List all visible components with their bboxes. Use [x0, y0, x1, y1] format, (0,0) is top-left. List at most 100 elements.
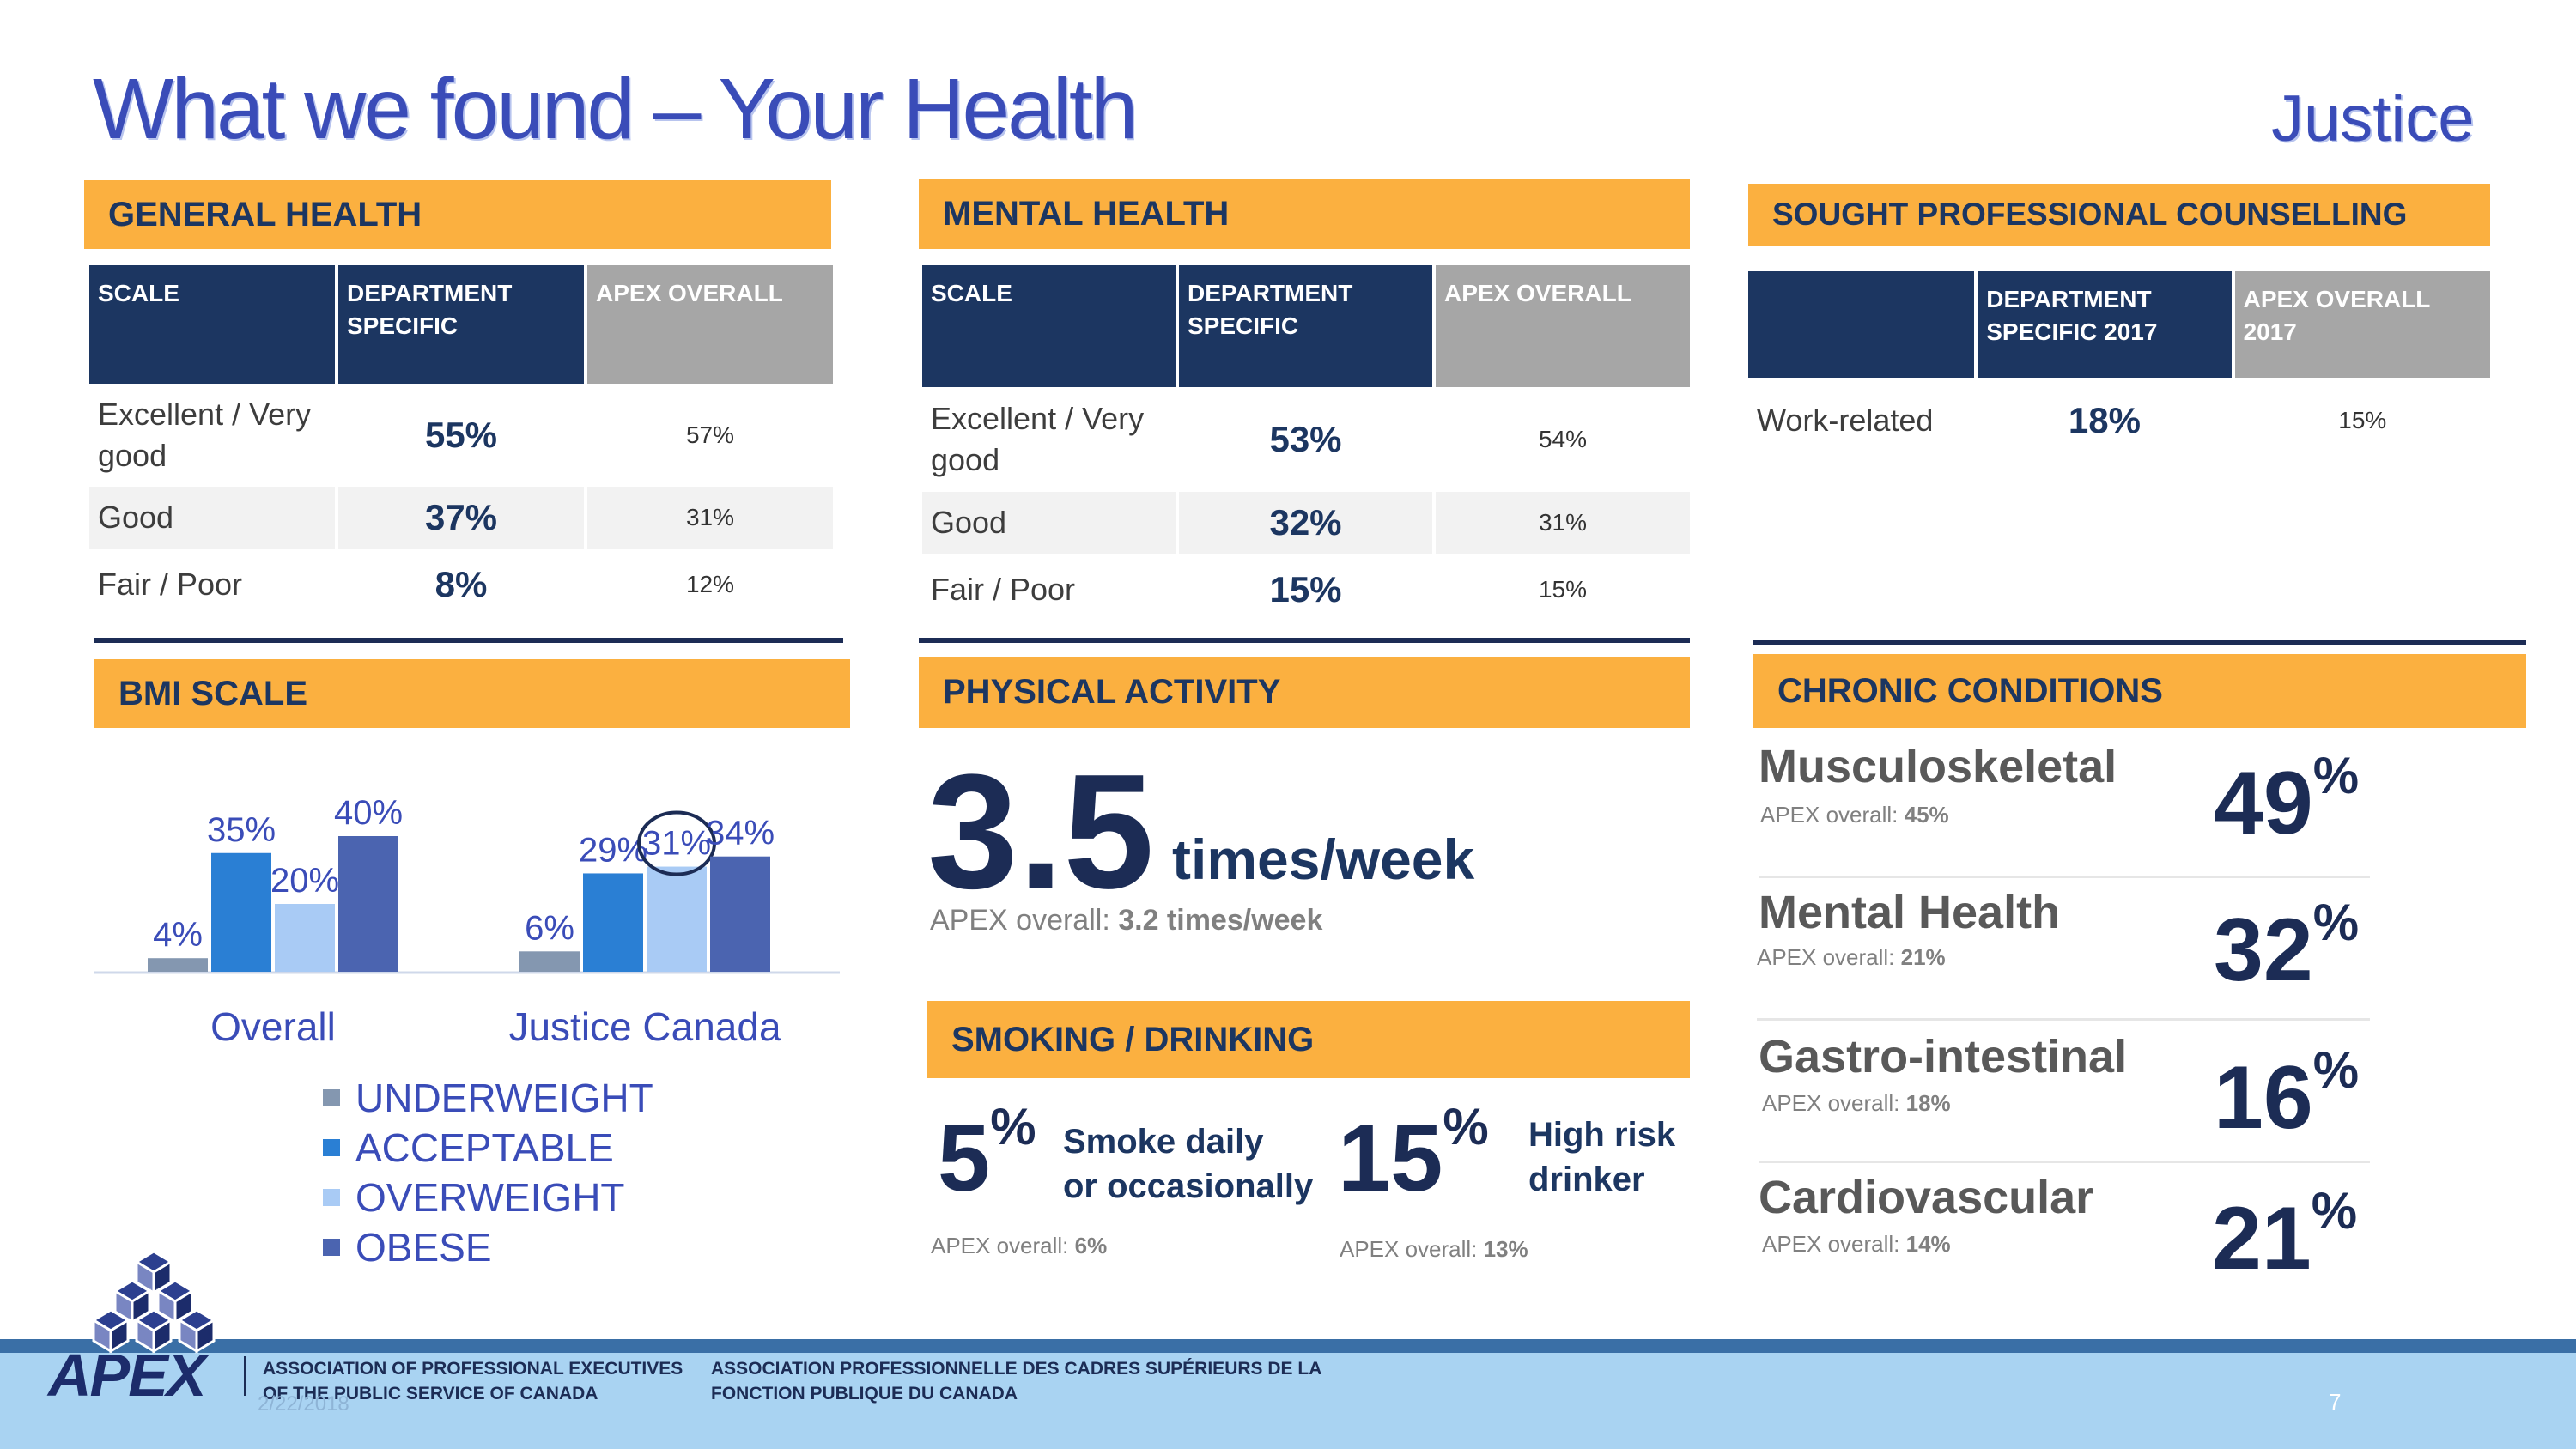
row-separator — [1759, 1161, 2370, 1163]
condition-name: Cardiovascular — [1759, 1172, 2094, 1223]
data-label: 31% — [642, 825, 711, 863]
apex-value: 54% — [1538, 426, 1588, 452]
general-health-header: GENERAL HEALTH — [84, 180, 831, 249]
bar-underweight-justice-canada — [519, 951, 580, 972]
data-label: 20% — [270, 862, 339, 900]
stat-number: 21 — [2212, 1189, 2312, 1288]
percent-sign: % — [1443, 1098, 1489, 1155]
condition-value: 49% — [2214, 747, 2359, 855]
column-header-apex: APEX OVERALL — [1436, 265, 1690, 387]
table-row: Fair / Poor 15% 15% — [922, 557, 1690, 622]
percent-sign: % — [2312, 747, 2360, 804]
scale-cell: Fair / Poor — [931, 572, 1076, 607]
physical-activity-header: PHYSICAL ACTIVITY — [919, 657, 1690, 728]
bmi-bar-chart: 4% 35% 20% 40% Overall 6% 29%31%34% Justice Can… — [94, 794, 840, 1049]
department-value: 32% — [1179, 492, 1432, 554]
data-label: 34% — [706, 815, 775, 852]
smoking-apex-comparison: APEX overall: 6% — [931, 1233, 1107, 1259]
apex-comparison: APEX overall: 21% — [1757, 944, 1946, 971]
department-value: 55% — [424, 415, 498, 455]
chronic-item-cardiovascular: Cardiovascular APEX overall: 14% 21% — [1759, 1171, 2372, 1308]
condition-value: 32% — [2214, 894, 2359, 1002]
footer-text-line: FONCTION PUBLIQUE DU CANADA — [711, 1384, 1018, 1404]
row-separator — [1757, 1018, 2370, 1021]
apex-value: 14% — [1905, 1231, 1951, 1257]
section-divider — [94, 638, 843, 643]
percent-sign: % — [2312, 1041, 2360, 1099]
legend-label: OBESE — [355, 1225, 492, 1270]
table-row: Excellent / Very good 53% 54% — [922, 391, 1690, 488]
apex-label: APEX overall: — [1762, 1090, 1900, 1116]
legend-item: ACCEPTABLE — [323, 1123, 653, 1173]
data-label: 40% — [334, 794, 403, 832]
column-header-blank — [1748, 271, 1975, 378]
mental-health-table: SCALE DEPARTMENT SPECIFIC APEX OVERALL E… — [919, 262, 1693, 626]
department-value: 15% — [1269, 569, 1342, 609]
bar-obese-overall — [338, 836, 398, 972]
page-title: What we found – Your Health — [93, 61, 1138, 157]
footer-divider — [244, 1356, 246, 1396]
scale-cell: Excellent / Very good — [931, 401, 1145, 477]
bar-acceptable-justice-canada — [583, 873, 643, 972]
percent-sign: % — [2312, 894, 2360, 951]
table-row: Good 32% 31% — [922, 492, 1690, 554]
chronic-item-gastro-intestinal: Gastro-intestinal APEX overall: 18% 16% — [1759, 1030, 2372, 1159]
description-line: or occasionally — [1063, 1167, 1314, 1205]
section-divider — [1753, 640, 2526, 645]
row-separator — [1759, 876, 2370, 878]
bmi-header: BMI SCALE — [94, 659, 850, 728]
scale-cell: Work-related — [1757, 403, 1934, 438]
apex-comparison: APEX overall: 14% — [1762, 1231, 1951, 1258]
condition-value: 16% — [2214, 1041, 2359, 1149]
section-divider — [919, 638, 1690, 643]
smoking-value: 5% — [938, 1098, 1036, 1211]
category-label: Overall — [210, 1004, 336, 1049]
table-header-row: SCALE DEPARTMENT SPECIFIC APEX OVERALL — [89, 265, 833, 384]
scale-cell: Good — [922, 492, 1176, 554]
bar-obese-justice-canada — [710, 856, 770, 972]
legend-swatch — [323, 1239, 340, 1256]
table-row: Good 37% 31% — [89, 487, 833, 549]
department-value: 37% — [338, 487, 584, 549]
legend-label: OVERWEIGHT — [355, 1175, 625, 1220]
apex-label: APEX overall: — [1340, 1236, 1478, 1262]
legend-swatch — [323, 1189, 340, 1206]
activity-value: 3.5 — [927, 741, 1155, 923]
apex-value: 57% — [685, 421, 735, 448]
highlight-circle — [637, 810, 716, 876]
column-header-scale: SCALE — [89, 265, 335, 384]
department-value: 53% — [1269, 419, 1342, 459]
legend-label: UNDERWEIGHT — [355, 1076, 653, 1120]
table-header-row: DEPARTMENT SPECIFIC 2017 APEX OVERALL 20… — [1748, 271, 2490, 378]
apex-label: APEX overall: — [1760, 802, 1899, 828]
scale-cell: Good — [89, 487, 335, 549]
footer-french-name: ASSOCIATION PROFESSIONNELLE DES CADRES S… — [711, 1356, 1321, 1406]
apex-value: 6% — [1074, 1233, 1108, 1258]
footer — [0, 1339, 2576, 1449]
condition-value: 21% — [2212, 1182, 2357, 1290]
apex-label: APEX overall: — [1757, 944, 1895, 970]
apex-label: APEX overall: — [931, 1233, 1069, 1258]
apex-value: 13% — [1483, 1236, 1528, 1262]
category-label: Justice Canada — [508, 1004, 781, 1049]
stat-number: 5 — [938, 1106, 991, 1211]
drinking-description: High risk drinker — [1528, 1113, 1675, 1202]
apex-value: 31% — [587, 487, 833, 549]
footer-text-line: ASSOCIATION PROFESSIONNELLE DES CADRES S… — [711, 1359, 1322, 1379]
apex-value: 45% — [1904, 802, 1949, 828]
percent-sign: % — [990, 1098, 1036, 1155]
column-header-scale: SCALE — [922, 265, 1176, 387]
legend-swatch — [323, 1089, 340, 1106]
chart-legend: UNDERWEIGHT ACCEPTABLE OVERWEIGHT OBESE — [323, 1073, 653, 1272]
data-label: 35% — [207, 811, 276, 849]
apex-value: 21% — [1900, 944, 1946, 970]
legend-item: OBESE — [323, 1222, 653, 1272]
column-header-apex: APEX OVERALL — [587, 265, 833, 384]
column-header-department: DEPARTMENT SPECIFIC 2017 — [1978, 271, 2232, 378]
activity-unit: times/week — [1172, 828, 1475, 891]
condition-name: Musculoskeletal — [1759, 741, 2117, 792]
legend-item: UNDERWEIGHT — [323, 1073, 653, 1123]
apex-comparison: APEX overall: 18% — [1762, 1090, 1951, 1117]
department-value: 18% — [2068, 400, 2141, 440]
condition-name: Gastro-intestinal — [1759, 1031, 2128, 1082]
